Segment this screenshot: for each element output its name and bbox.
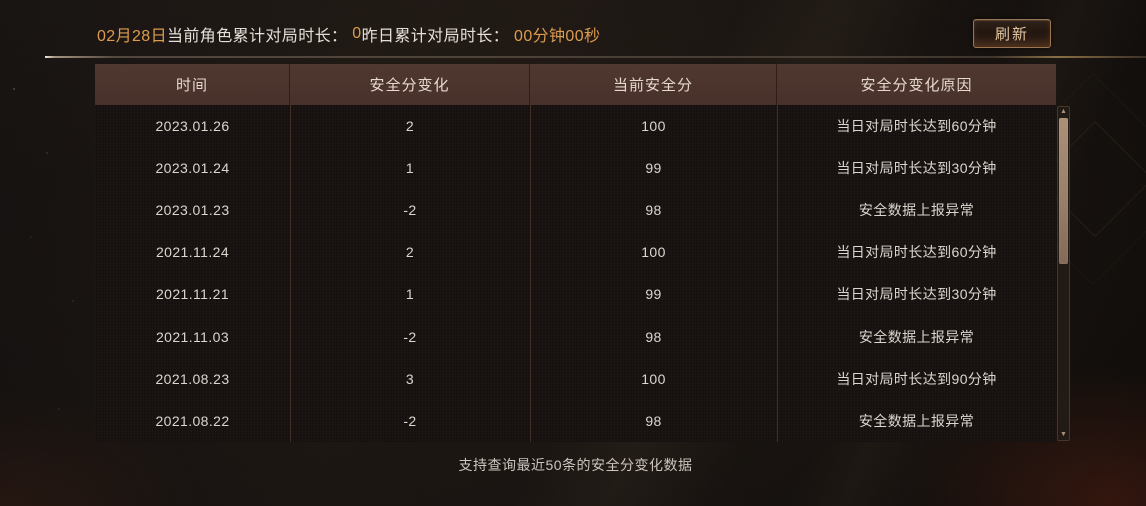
yesterday-playtime-value: 00分钟00秒: [514, 28, 601, 45]
row-score-change: -2: [403, 328, 417, 345]
row-score-change: 3: [405, 370, 415, 387]
row-time: 2021.11.24: [155, 244, 230, 261]
row-current-score: 100: [641, 118, 666, 135]
table-row: 2023.01.23 -2 98 安全数据上报异常: [95, 189, 1056, 231]
column-header-change-reason: 安全分变化原因: [860, 77, 973, 94]
row-current-score: 98: [645, 202, 662, 219]
row-time: 2023.01.24: [155, 160, 230, 177]
table-row: 2023.01.26 2 100 当日对局时长达到60分钟: [95, 105, 1056, 147]
row-score-change: 2: [405, 244, 415, 261]
row-change-reason: 当日对局时长达到30分钟: [836, 286, 997, 303]
row-time: 2021.08.22: [155, 412, 230, 429]
row-current-score: 100: [641, 244, 666, 261]
row-change-reason: 当日对局时长达到90分钟: [836, 370, 997, 387]
row-score-change: 2: [405, 118, 415, 135]
scrollbar-down-icon[interactable]: ▼: [1060, 431, 1067, 438]
row-change-reason: 安全数据上报异常: [858, 412, 975, 429]
row-change-reason: 安全数据上报异常: [858, 328, 975, 345]
row-time: 2021.11.03: [155, 328, 230, 345]
column-header-score-change: 安全分变化: [290, 64, 530, 105]
row-score-change: 1: [405, 286, 415, 303]
row-score-change: -2: [403, 202, 417, 219]
scrollbar-thumb[interactable]: [1059, 118, 1068, 264]
table-row: 2021.08.23 3 100 当日对局时长达到90分钟: [95, 358, 1056, 400]
row-current-score: 98: [645, 412, 662, 429]
row-change-reason: 安全数据上报异常: [858, 202, 975, 219]
playtime-summary: 02月28日 当前角色累计对局时长： 0 昨日累计对局时长： 00分钟00秒: [97, 22, 600, 46]
row-current-score: 99: [645, 286, 662, 303]
row-current-score: 98: [645, 328, 662, 345]
divider-line: [45, 56, 1146, 58]
footnote: 支持查询最近50条的安全分变化数据: [458, 457, 693, 473]
row-time: 2021.11.21: [155, 286, 230, 303]
scrollbar-up-icon[interactable]: ▲: [1060, 108, 1067, 115]
table-scrollbar[interactable]: ▲ ▼: [1057, 106, 1070, 441]
row-time: 2023.01.26: [155, 118, 230, 135]
table-row: 2023.01.24 1 99 当日对局时长达到30分钟: [95, 147, 1056, 189]
table-row: 2021.11.24 2 100 当日对局时长达到60分钟: [95, 231, 1056, 273]
security-score-table: 时间 安全分变化 当前安全分 安全分变化原因 2023.01.26 2 100 当日对…: [95, 64, 1056, 442]
row-time: 2023.01.23: [155, 202, 230, 219]
today-playtime-value: 0: [352, 25, 362, 42]
column-header-current-score: 当前安全分: [530, 64, 777, 105]
row-change-reason: 当日对局时长达到60分钟: [836, 118, 997, 135]
table-row: 2021.08.22 -2 98 安全数据上报异常: [95, 400, 1056, 442]
yesterday-playtime-label: 昨日累计对局时长：: [361, 28, 515, 45]
table-header: 时间 安全分变化 当前安全分 安全分变化原因: [95, 64, 1056, 105]
row-change-reason: 当日对局时长达到30分钟: [836, 160, 997, 177]
today-playtime-label: 当前角色累计对局时长：: [167, 28, 353, 45]
table-body: 2023.01.26 2 100 当日对局时长达到60分钟 2023.01.24 1 99 当…: [95, 105, 1056, 442]
current-date: 02月28日: [97, 28, 167, 45]
row-score-change: 1: [405, 160, 415, 177]
row-current-score: 100: [641, 370, 666, 387]
row-score-change: -2: [403, 412, 417, 429]
column-header-time: 时间: [95, 64, 290, 105]
row-time: 2021.08.23: [155, 370, 230, 387]
row-change-reason: 当日对局时长达到60分钟: [836, 244, 997, 261]
row-current-score: 99: [645, 160, 662, 177]
table-row: 2021.11.03 -2 98 安全数据上报异常: [95, 315, 1056, 357]
table-row: 2021.11.21 1 99 当日对局时长达到30分钟: [95, 273, 1056, 315]
refresh-button[interactable]: 刷新: [973, 19, 1051, 48]
